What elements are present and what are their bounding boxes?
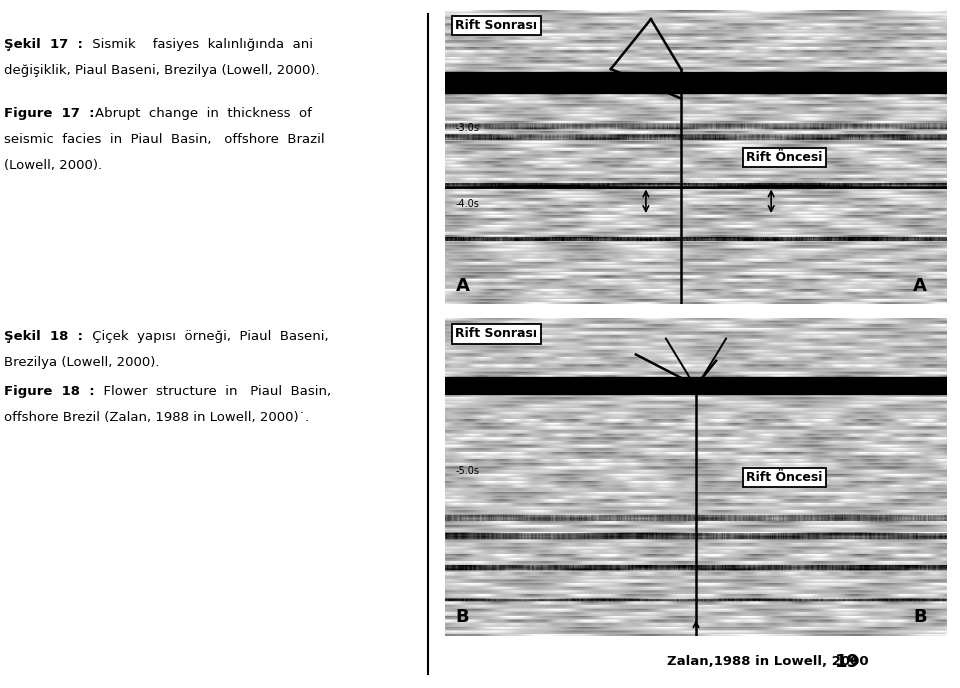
Text: Figure  17  :: Figure 17 : bbox=[5, 107, 95, 120]
Text: -4.0s: -4.0s bbox=[455, 200, 479, 209]
Text: Rift Sonrası: Rift Sonrası bbox=[455, 19, 538, 32]
Bar bbox=[445, 72, 947, 93]
Text: Çiçek  yapısı  örneği,  Piaul  Baseni,: Çiçek yapısı örneği, Piaul Baseni, bbox=[88, 330, 328, 343]
Text: offshore Brezil (Zalan, 1988 in Lowell, 2000)˙.: offshore Brezil (Zalan, 1988 in Lowell, … bbox=[5, 411, 310, 424]
Text: Zalan,1988 in Lowell, 2000: Zalan,1988 in Lowell, 2000 bbox=[667, 655, 869, 668]
Text: Flower  structure  in   Piaul  Basin,: Flower structure in Piaul Basin, bbox=[95, 385, 331, 398]
Text: (Lowell, 2000).: (Lowell, 2000). bbox=[5, 159, 103, 172]
Text: Abrupt  change  in  thickness  of: Abrupt change in thickness of bbox=[95, 107, 312, 120]
Text: -5.0s: -5.0s bbox=[455, 466, 479, 476]
Text: Rift Öncesi: Rift Öncesi bbox=[746, 471, 823, 484]
Text: A: A bbox=[455, 277, 469, 295]
Text: Rift Sonrası: Rift Sonrası bbox=[455, 327, 538, 341]
Text: B: B bbox=[913, 608, 926, 626]
Text: -3.0s: -3.0s bbox=[455, 123, 479, 133]
Text: 19: 19 bbox=[835, 652, 860, 671]
Text: Figure  18  :: Figure 18 : bbox=[5, 385, 95, 398]
Text: Şekil  17  :: Şekil 17 : bbox=[5, 38, 88, 51]
Bar bbox=[445, 377, 947, 394]
Text: B: B bbox=[455, 608, 469, 626]
Text: Sismik    fasiyes  kalınlığında  ani: Sismik fasiyes kalınlığında ani bbox=[88, 38, 313, 51]
Text: seismic  facies  in  Piaul  Basin,   offshore  Brazil: seismic facies in Piaul Basin, offshore … bbox=[5, 133, 325, 146]
Text: A: A bbox=[913, 277, 926, 295]
Text: Şekil  18  :: Şekil 18 : bbox=[5, 330, 88, 343]
Text: Brezilya (Lowell, 2000).: Brezilya (Lowell, 2000). bbox=[5, 356, 160, 369]
Text: değişiklik, Piaul Baseni, Brezilya (Lowell, 2000).: değişiklik, Piaul Baseni, Brezilya (Lowe… bbox=[5, 64, 320, 77]
Text: Rift Öncesi: Rift Öncesi bbox=[746, 151, 823, 164]
